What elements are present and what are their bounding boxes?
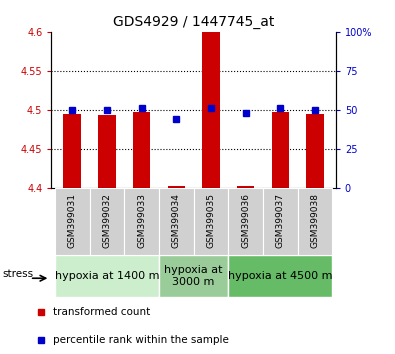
- Text: GSM399033: GSM399033: [137, 193, 146, 248]
- Bar: [159, 255, 228, 297]
- Text: hypoxia at
3000 m: hypoxia at 3000 m: [164, 265, 223, 287]
- Text: GSM399037: GSM399037: [276, 193, 285, 248]
- Bar: [297, 188, 332, 255]
- Text: GSM399038: GSM399038: [310, 193, 320, 248]
- Text: GSM399035: GSM399035: [207, 193, 215, 248]
- Bar: [133, 112, 150, 188]
- Bar: [55, 188, 90, 255]
- Bar: [263, 188, 297, 255]
- Text: percentile rank within the sample: percentile rank within the sample: [53, 335, 229, 345]
- Bar: [90, 188, 124, 255]
- Bar: [228, 188, 263, 255]
- Text: hypoxia at 1400 m: hypoxia at 1400 m: [55, 271, 159, 281]
- Bar: [272, 112, 289, 188]
- Text: stress: stress: [3, 269, 34, 279]
- Bar: [124, 188, 159, 255]
- Bar: [237, 186, 254, 188]
- Bar: [55, 255, 159, 297]
- Title: GDS4929 / 1447745_at: GDS4929 / 1447745_at: [113, 16, 274, 29]
- Text: GSM399032: GSM399032: [102, 193, 111, 248]
- Bar: [202, 31, 220, 188]
- Bar: [159, 188, 194, 255]
- Text: hypoxia at 4500 m: hypoxia at 4500 m: [228, 271, 333, 281]
- Text: GSM399036: GSM399036: [241, 193, 250, 248]
- Text: transformed count: transformed count: [53, 307, 150, 316]
- Bar: [64, 114, 81, 188]
- Bar: [98, 115, 115, 188]
- Bar: [167, 186, 185, 188]
- Bar: [306, 114, 324, 188]
- Text: GSM399034: GSM399034: [172, 193, 181, 248]
- Text: GSM399031: GSM399031: [68, 193, 77, 248]
- Bar: [228, 255, 332, 297]
- Bar: [194, 188, 228, 255]
